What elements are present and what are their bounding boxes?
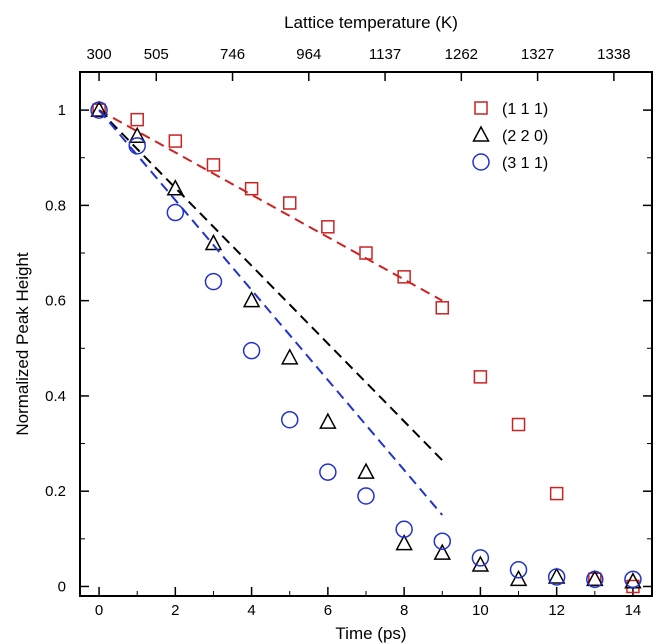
legend-label: (2 2 0) xyxy=(502,128,548,145)
data-point xyxy=(509,561,528,579)
x-tick-label: 8 xyxy=(400,602,408,619)
legend: (1 1 1) (2 2 0) (3 1 1) xyxy=(472,101,548,172)
x-tick-label: 6 xyxy=(324,602,332,619)
x-tick-label: 10 xyxy=(472,602,489,619)
plot-frame xyxy=(79,71,653,597)
data-point xyxy=(586,570,604,589)
data-point xyxy=(435,301,450,315)
data-point xyxy=(90,100,108,117)
top-tick-label: 746 xyxy=(220,46,245,63)
data-point xyxy=(280,410,299,429)
top-tick-label: 1137 xyxy=(369,46,401,63)
top-tick-label: 1338 xyxy=(597,46,630,63)
data-point xyxy=(433,543,452,560)
data-point xyxy=(280,348,299,365)
data-point xyxy=(586,569,604,587)
top-tick-label: 505 xyxy=(144,46,169,63)
top-tick-label: 1262 xyxy=(445,46,478,63)
top-tick-label: 1327 xyxy=(521,46,554,63)
data-point xyxy=(357,462,375,479)
data-point xyxy=(168,134,183,148)
data-point xyxy=(128,137,146,155)
y-tick-label: 0.4 xyxy=(45,388,66,405)
data-point xyxy=(473,370,488,384)
x-tick-label: 12 xyxy=(548,602,565,619)
data-point xyxy=(242,291,261,308)
data-point xyxy=(204,233,223,251)
data-point xyxy=(395,534,413,551)
y-tick-label: 0 xyxy=(58,578,66,595)
x-axis-title: Time (ps) xyxy=(335,624,406,643)
data-point xyxy=(549,486,564,501)
data-point xyxy=(206,158,221,172)
data-point xyxy=(471,549,490,567)
top-tick-label: 300 xyxy=(87,46,112,63)
data-point xyxy=(130,112,144,127)
plot-area: 0 2 4 6 8 10 12 14 0 0.2 0.4 0.6 0.8 1 300 505 746 964 113… xyxy=(45,46,653,619)
data-point xyxy=(509,569,528,587)
y-tick-label: 1 xyxy=(58,102,66,119)
x-tick-label: 14 xyxy=(625,602,642,619)
data-point xyxy=(319,463,337,481)
data-point xyxy=(244,181,259,196)
fit-line-1 xyxy=(98,109,443,302)
y-tick-label: 0.2 xyxy=(45,483,66,500)
data-point xyxy=(128,126,146,144)
data-point xyxy=(511,417,526,432)
data-point xyxy=(282,196,297,210)
data-point xyxy=(242,341,261,360)
data-point xyxy=(395,520,413,539)
y-axis-title: Normalized Peak Height xyxy=(13,252,32,436)
data-point xyxy=(359,246,373,260)
y-tick-label: 0.6 xyxy=(45,293,66,310)
legend-marker xyxy=(472,153,490,171)
legend-label: (3 1 1) xyxy=(502,155,548,172)
fit-line-3 xyxy=(98,109,444,516)
y-tick-label: 0.8 xyxy=(45,197,66,214)
x-tick-label: 2 xyxy=(171,602,179,619)
data-point xyxy=(547,567,566,584)
top-tick-label: 964 xyxy=(296,46,321,63)
top-axis-title: Lattice temperature (K) xyxy=(284,13,458,32)
legend-marker xyxy=(474,101,488,115)
legend-marker xyxy=(472,125,490,142)
legend-label: (1 1 1) xyxy=(502,101,548,118)
data-point xyxy=(547,568,566,586)
data-point xyxy=(471,555,490,572)
fit-line-2 xyxy=(98,109,443,461)
x-tick-label: 4 xyxy=(247,602,255,619)
data-point xyxy=(357,487,375,505)
x-tick-label: 0 xyxy=(95,602,103,619)
data-point xyxy=(319,412,337,429)
data-point xyxy=(166,179,185,196)
data-point xyxy=(166,203,185,222)
data-point xyxy=(624,570,642,589)
data-point xyxy=(204,272,223,291)
data-point xyxy=(433,532,452,550)
data-point xyxy=(397,270,411,284)
data-point xyxy=(321,220,335,234)
data-point xyxy=(90,101,108,119)
